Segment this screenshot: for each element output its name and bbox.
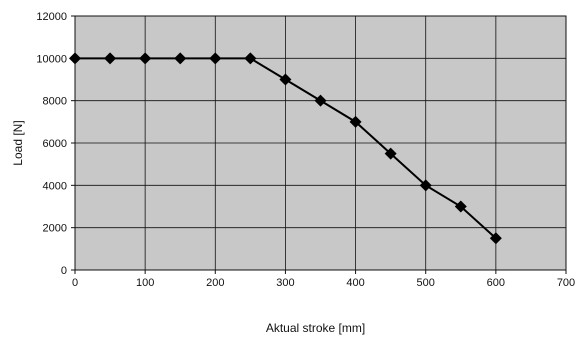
x-axis-label: Aktual stroke [mm] [266, 321, 365, 335]
data-point-marker [139, 52, 152, 65]
data-point-marker [489, 232, 502, 245]
data-point-marker [69, 52, 81, 65]
y-tick-label: 6000 [43, 138, 67, 150]
series-markers [69, 52, 502, 245]
x-tick-labels: 0 100 200 300 400 500 600 700 [72, 277, 575, 289]
data-point-marker [244, 52, 257, 65]
data-point-marker [384, 147, 397, 160]
x-tick-label: 100 [136, 277, 154, 289]
data-point-marker [454, 200, 467, 213]
x-tick-label: 500 [417, 277, 435, 289]
y-tick-labels: 0 2000 4000 6000 8000 10000 12000 [36, 11, 67, 277]
data-point-marker [104, 52, 117, 65]
x-tick-label: 300 [276, 277, 294, 289]
x-tick-label: 200 [206, 277, 224, 289]
data-point-marker [349, 115, 362, 128]
data-point-marker [279, 73, 292, 86]
data-point-marker [174, 52, 187, 65]
x-tick-label: 700 [557, 277, 575, 289]
x-tick-label: 0 [72, 277, 78, 289]
y-axis-label: Load [N] [11, 120, 25, 165]
y-tick-label: 8000 [43, 96, 67, 108]
y-tick-label: 0 [61, 265, 67, 277]
x-tick-label: 400 [346, 277, 364, 289]
y-tick-label: 2000 [43, 223, 67, 235]
y-tick-label: 10000 [36, 53, 67, 65]
x-tick-label: 600 [487, 277, 505, 289]
y-tick-label: 4000 [43, 180, 67, 192]
data-point-marker [419, 179, 432, 192]
data-point-marker [209, 52, 222, 65]
y-tick-label: 12000 [36, 11, 67, 23]
data-point-marker [314, 94, 327, 107]
